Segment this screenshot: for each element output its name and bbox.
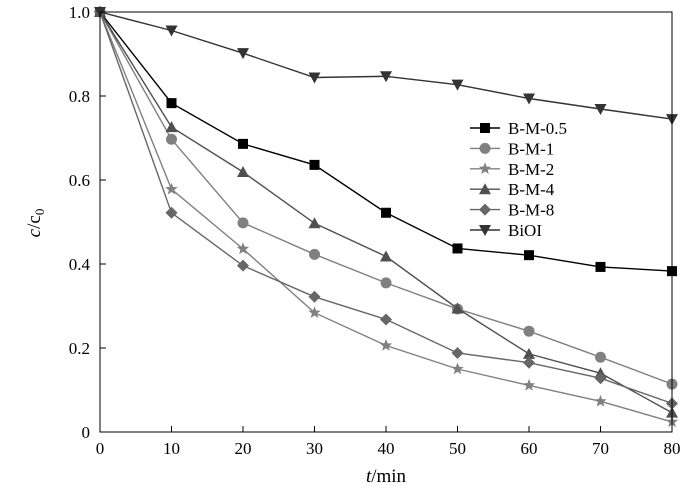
data-point-b-m-1 <box>309 248 320 260</box>
series-line-b-m-1 <box>99 11 673 385</box>
y-axis-label: c/c0 <box>24 209 47 238</box>
data-point-b-m-0-5 <box>595 261 606 272</box>
data-point-bioi <box>237 48 249 60</box>
legend-marker-b-m-1 <box>479 142 491 154</box>
data-point-b-m-8 <box>451 347 464 360</box>
series-line-b-m-0-5 <box>99 11 673 272</box>
x-tick-label: 50 <box>449 439 466 458</box>
y-tick-label: 1.0 <box>69 3 90 22</box>
legend-label-b-m-8: B-M-8 <box>508 201 554 220</box>
data-point-b-m-8 <box>523 356 535 369</box>
data-point-b-m-0-5 <box>309 159 320 170</box>
x-tick-label: 20 <box>235 439 252 458</box>
data-point-bioi <box>380 71 392 83</box>
data-point-b-m-8 <box>594 372 607 385</box>
series-line-bioi <box>99 11 673 120</box>
legend-marker-b-m-8 <box>479 203 491 216</box>
data-point-b-m-8 <box>237 259 249 272</box>
legend-marker-b-m-2 <box>478 162 492 175</box>
legend-label-b-m-4: B-M-4 <box>508 180 555 199</box>
data-point-b-m-2 <box>236 242 250 255</box>
data-point-b-m-1 <box>380 277 392 289</box>
x-tick-label: 10 <box>163 439 180 458</box>
data-point-b-m-1 <box>523 325 535 337</box>
data-point-b-m-2 <box>594 394 607 407</box>
data-point-b-m-0-5 <box>452 243 463 254</box>
data-point-b-m-2 <box>379 338 393 351</box>
data-point-b-m-0-5 <box>524 250 534 261</box>
x-tick-label: 30 <box>306 439 323 458</box>
data-point-b-m-1 <box>595 351 606 363</box>
y-tick-label: 0 <box>82 423 91 442</box>
y-tick-label: 0.4 <box>69 255 91 274</box>
x-tick-label: 80 <box>664 439 681 458</box>
y-tick-label: 0.8 <box>69 87 90 106</box>
data-point-b-m-1 <box>237 217 249 229</box>
x-tick-label: 40 <box>378 439 395 458</box>
y-tick-label: 0.2 <box>69 339 90 358</box>
legend-label-b-m-2: B-M-2 <box>508 160 554 179</box>
data-point-b-m-0-5 <box>166 98 177 109</box>
data-point-b-m-4 <box>308 217 321 229</box>
data-point-b-m-4 <box>237 166 249 178</box>
data-point-b-m-2 <box>522 378 536 391</box>
data-point-b-m-4 <box>451 302 464 314</box>
legend-marker-bioi <box>479 225 491 236</box>
legend-label-b-m-0-5: B-M-0.5 <box>508 119 567 138</box>
x-tick-label: 60 <box>521 439 538 458</box>
legend-marker-b-m-0-5 <box>480 123 490 133</box>
legend-label-b-m-1: B-M-1 <box>508 139 554 158</box>
data-point-bioi <box>594 104 607 116</box>
data-point-b-m-8 <box>308 290 321 303</box>
data-point-b-m-2 <box>165 182 178 195</box>
data-point-b-m-4 <box>380 250 392 262</box>
x-tick-label: 0 <box>96 439 105 458</box>
data-point-bioi <box>308 72 321 84</box>
data-point-b-m-0-5 <box>381 207 391 218</box>
data-point-b-m-2 <box>308 306 321 318</box>
data-point-b-m-8 <box>380 313 392 326</box>
x-axis-label: t/min <box>366 466 407 487</box>
data-point-bioi <box>523 93 535 105</box>
data-point-b-m-4 <box>523 347 535 359</box>
data-point-b-m-8 <box>165 206 178 219</box>
data-point-b-m-2 <box>451 362 464 375</box>
data-point-bioi <box>165 25 178 37</box>
data-point-b-m-1 <box>166 133 177 145</box>
y-tick-label: 0.6 <box>69 171 90 190</box>
x-tick-label: 70 <box>592 439 609 458</box>
legend-label-bioi: BiOI <box>508 221 542 240</box>
data-point-bioi <box>451 79 464 91</box>
data-point-b-m-4 <box>165 121 178 133</box>
legend-marker-b-m-4 <box>479 183 491 195</box>
data-point-b-m-0-5 <box>238 138 248 149</box>
